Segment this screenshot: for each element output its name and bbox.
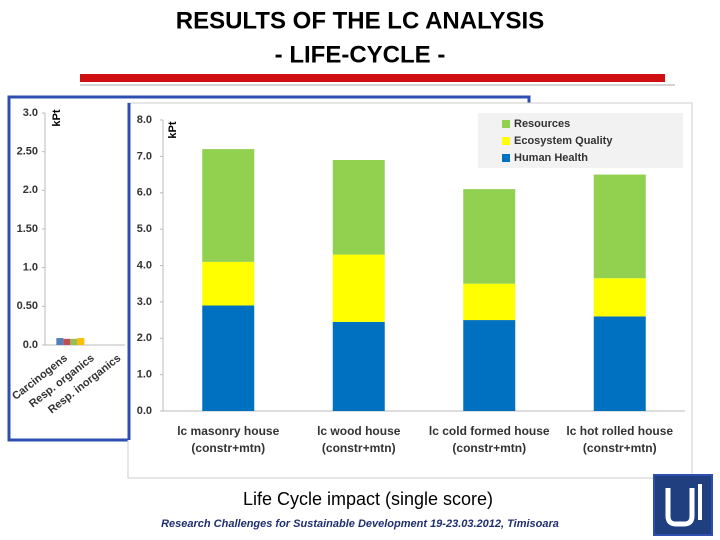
bar-segment [593, 278, 646, 317]
legend-box [478, 113, 683, 168]
bar-segment [463, 320, 516, 411]
x-tick-label: (constr+mtn) [191, 441, 265, 455]
bar [77, 338, 85, 345]
x-tick-label: (constr+mtn) [583, 441, 657, 455]
y-tick-label: 1.0 [23, 262, 38, 274]
bar-segment [332, 321, 385, 411]
bar-segment [202, 149, 255, 262]
bar-segment [463, 189, 516, 284]
legend-label: Ecosystem Quality [514, 135, 613, 147]
legend-swatch [502, 120, 510, 128]
y-tick-label: 2.50 [17, 146, 38, 158]
y-tick-label: 2.0 [137, 332, 152, 344]
x-tick-label: lc wood house [317, 424, 401, 438]
chart-main: 0.0 1.0 2.0 3.0 4.0 5.0 6.0 7.0 8.0 kPt lc masonry… [137, 113, 685, 455]
y-tick-label: 0.0 [137, 405, 152, 417]
y-tick-label: 6.0 [137, 187, 152, 199]
y-axis-label: kPt [167, 121, 179, 138]
y-tick-label: 8.0 [137, 114, 152, 126]
slide-title: RESULTS OF THE LC ANALYSIS [176, 7, 544, 34]
x-tick-label: (constr+mtn) [322, 441, 396, 455]
bar [56, 338, 64, 345]
y-tick-label: 0.50 [17, 300, 38, 312]
x-tick-label: lc cold formed house [429, 424, 550, 438]
legend-label: Human Health [514, 152, 588, 164]
footer: Research Challenges for Sustainable Deve… [161, 518, 559, 530]
caption: Life Cycle impact (single score) [243, 489, 493, 509]
legend-swatch [502, 137, 510, 145]
title-bar [80, 74, 665, 82]
bar-segment [332, 254, 385, 322]
y-tick-label: 1.50 [17, 223, 38, 235]
bar [63, 338, 71, 345]
bar-segment [593, 316, 646, 411]
x-tick-label: lc hot rolled house [566, 424, 673, 438]
x-tick-label: lc masonry house [177, 424, 279, 438]
bar-segment [202, 305, 255, 411]
y-tick-label: 7.0 [137, 150, 152, 162]
y-tick-label: 3.0 [137, 296, 152, 308]
x-tick-label: (constr+mtn) [452, 441, 526, 455]
bar-segment [202, 261, 255, 306]
y-tick-label: 4.0 [137, 259, 152, 271]
y-tick-label: 3.0 [23, 107, 38, 119]
bar [70, 338, 78, 345]
bar-segment [593, 174, 646, 279]
slide-title: - LIFE-CYCLE - [275, 41, 446, 68]
y-tick-label: 0.0 [23, 339, 38, 351]
logo [653, 474, 713, 536]
legend-label: Resources [514, 118, 570, 130]
y-axis-label: kPt [51, 109, 63, 126]
legend-swatch [502, 154, 510, 162]
y-tick-label: 5.0 [137, 223, 152, 235]
y-tick-label: 1.0 [137, 369, 152, 381]
y-tick-label: 2.0 [23, 184, 38, 196]
bar-segment [332, 160, 385, 255]
bar-segment [463, 283, 516, 321]
